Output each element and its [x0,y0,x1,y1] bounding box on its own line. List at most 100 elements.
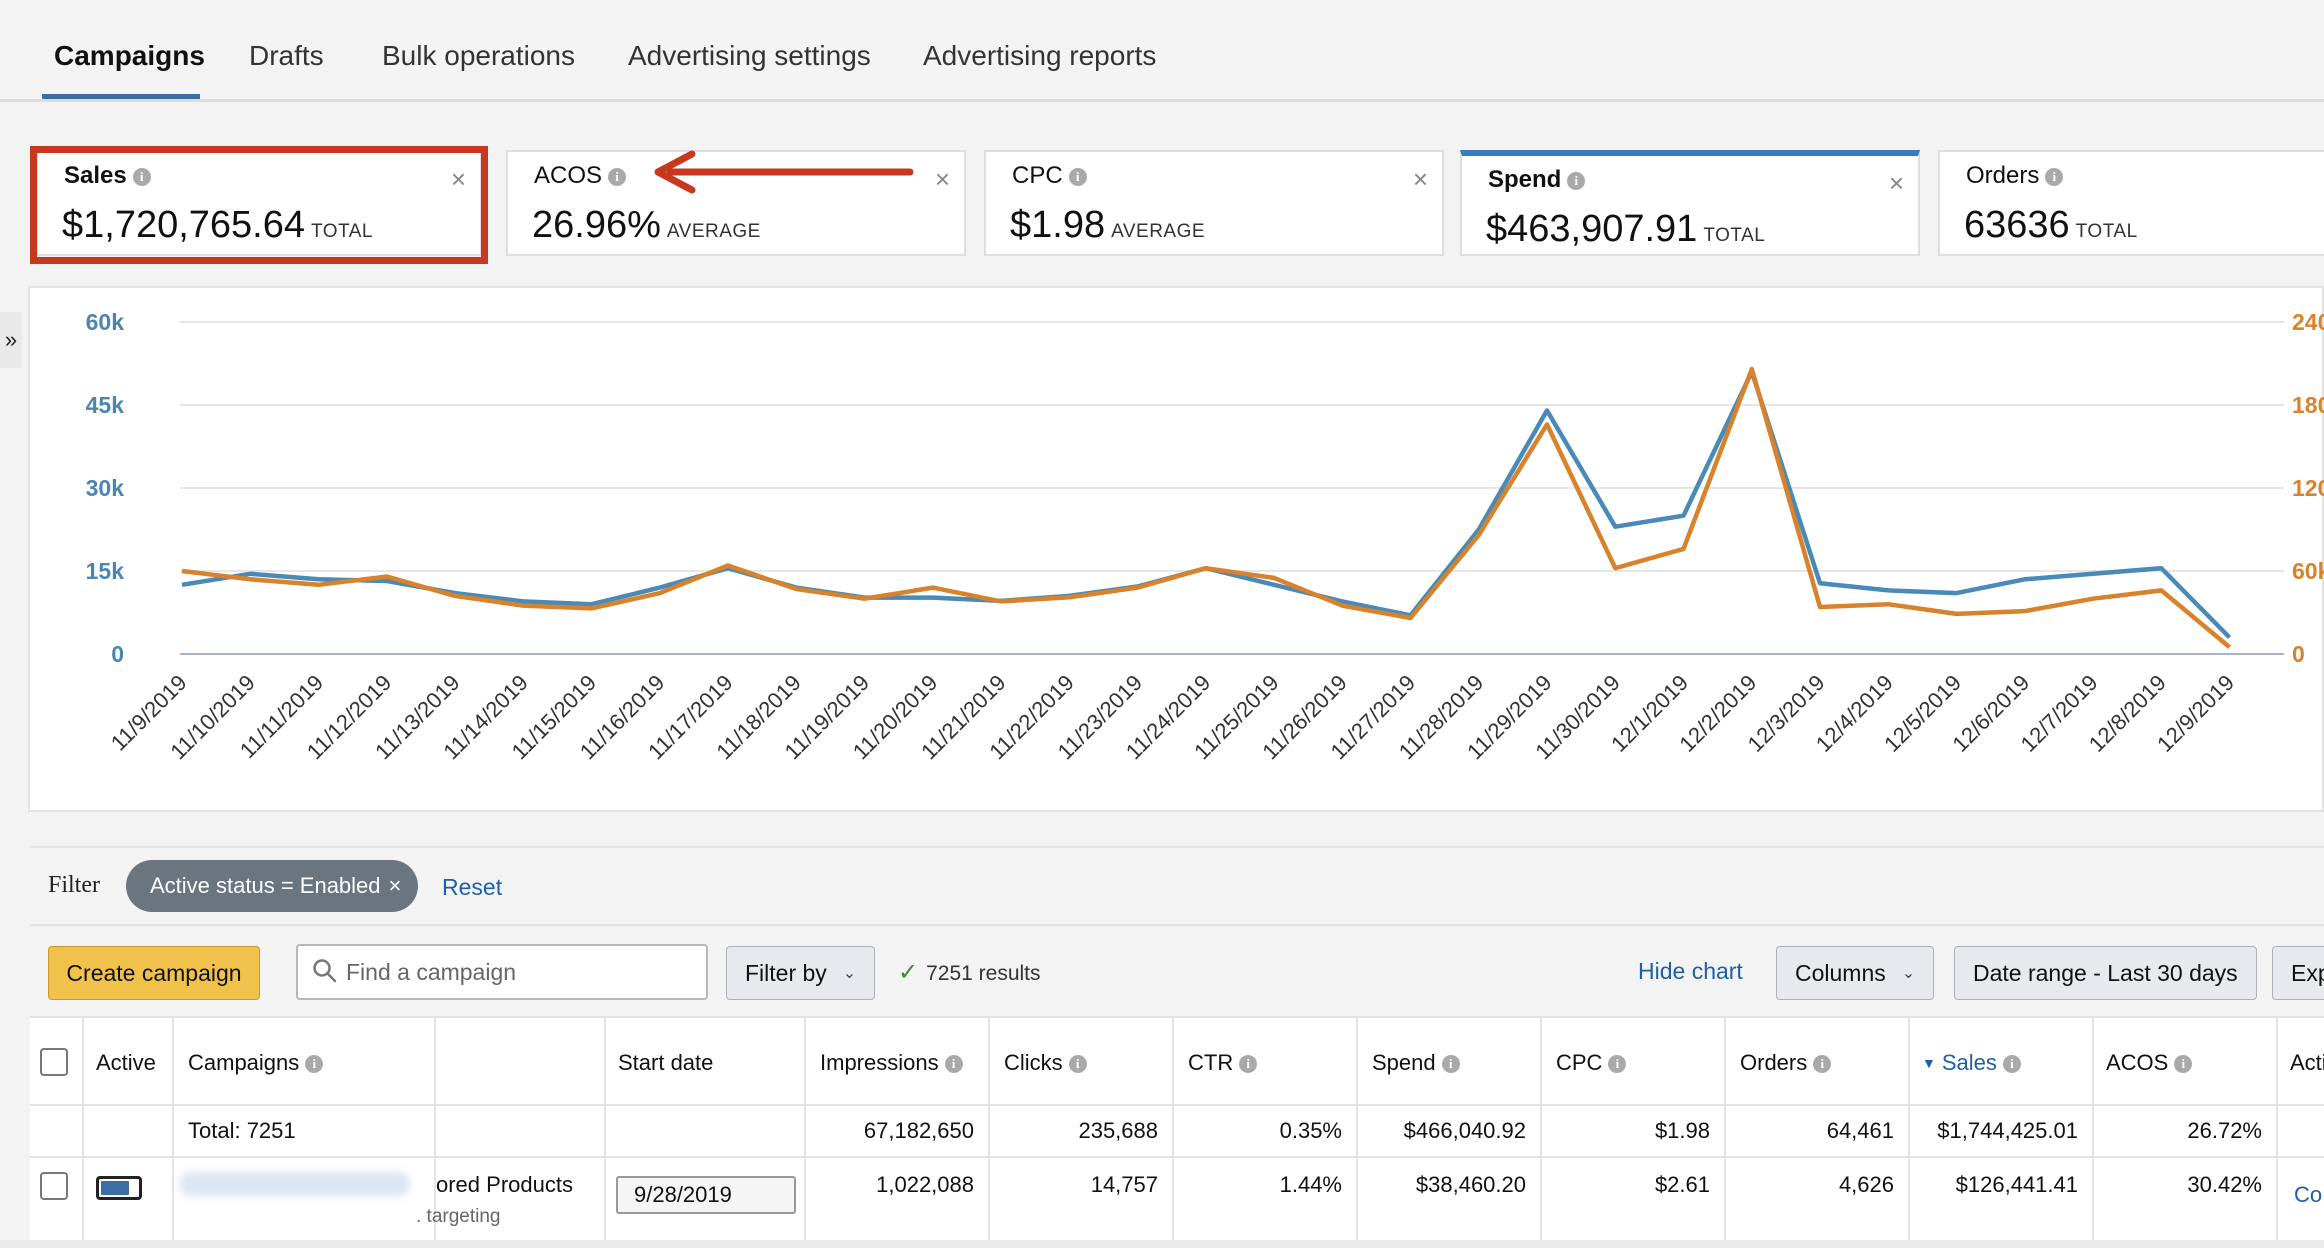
annotation-arrow [654,150,914,194]
total-ctr: 0.35% [1279,1118,1342,1143]
metric-label: CPC i [1012,162,1087,190]
y-right-tick-label: 240k [2292,309,2324,335]
metric-card-acos[interactable]: ACOS i × 26.96% AVERAGE [506,150,966,256]
column-divider [604,1018,606,1248]
metric-value: 63636 TOTAL [1964,204,2138,246]
total-orders: 64,461 [1826,1118,1894,1143]
start-date-field[interactable]: 9/28/2019 [616,1176,796,1214]
column-header-clicks[interactable]: Clicks i [1004,1050,1087,1076]
y-right-tick-label: 60k [2292,558,2324,584]
info-icon[interactable]: i [1068,1055,1087,1073]
line-chart-svg: 0015k60k30k120k45k180k60k240k11/9/201911… [86,309,2324,764]
annotation-highlight-box [30,146,488,264]
date-range-button[interactable]: Date range - Last 30 days [1954,946,2257,1000]
tab-bulk-operations[interactable]: Bulk operations [382,40,576,71]
info-icon[interactable]: i [132,168,151,186]
column-header-impressions[interactable]: Impressions i [820,1050,963,1076]
columns-dropdown[interactable]: Columns ⌄ [1776,946,1935,1000]
campaign-type: ored Products [436,1172,573,1197]
column-header-cpc[interactable]: CPC i [1556,1050,1627,1076]
row-checkbox[interactable] [40,1172,68,1200]
info-icon[interactable]: i [2002,1055,2021,1073]
search-input[interactable] [346,956,686,988]
y-right-tick-label: 0 [2292,641,2305,667]
column-header-spend[interactable]: Spend i [1372,1050,1460,1076]
export-button[interactable]: Exp [2272,946,2324,1000]
toggle-on-indicator [101,1181,129,1195]
metric-card-orders[interactable]: Orders i 63636 TOTAL [1938,150,2324,256]
campaign-targeting: . targeting [416,1206,501,1227]
total-clicks: 235,688 [1078,1118,1158,1143]
info-icon[interactable]: i [2174,1055,2193,1073]
row-orders: 4,626 [1838,1172,1894,1197]
info-icon[interactable]: i [2045,168,2064,186]
column-divider [1724,1018,1726,1248]
metric-value: $1,720,765.64 TOTAL [62,204,373,246]
bottom-edge [0,1240,2324,1248]
metric-label: Sales i [64,162,151,190]
column-header-campaigns[interactable]: Campaigns i [188,1050,324,1076]
row-ctr: 1.44% [1279,1172,1342,1197]
column-header-sales[interactable]: ▼ Sales i [1922,1050,2021,1076]
close-icon[interactable]: × [934,164,950,194]
close-icon[interactable]: × [1412,164,1428,194]
metric-card-spend[interactable]: Spend i × $463,907.91 TOTAL [1460,150,1920,256]
info-icon[interactable]: i [1567,172,1586,190]
close-icon[interactable]: × [1888,168,1904,198]
y-left-tick-label: 45k [86,392,125,418]
metric-value: $463,907.91 TOTAL [1486,208,1766,250]
info-icon[interactable]: i [1239,1055,1258,1073]
y-left-tick-label: 30k [86,475,125,501]
column-header-ctr[interactable]: CTR i [1188,1050,1258,1076]
results-count: ✓ 7251 results [898,959,1041,986]
create-campaign-button[interactable]: Create campaign [48,946,260,1000]
info-icon[interactable]: i [1441,1055,1460,1073]
column-header-start-date[interactable]: Start date [618,1050,714,1075]
filter-label: Filter [48,872,100,898]
tab-campaigns[interactable]: Campaigns [54,40,205,71]
metric-label: Spend i [1488,166,1586,194]
expand-sidebar-icon[interactable]: » [0,312,22,368]
tab-drafts[interactable]: Drafts [249,40,324,71]
column-divider [434,1018,436,1248]
info-icon[interactable]: i [1068,168,1087,186]
column-divider [804,1018,806,1248]
info-icon[interactable]: i [305,1055,324,1073]
metric-value: 26.96% AVERAGE [532,204,761,246]
column-header-actions[interactable]: Acti [2290,1050,2324,1075]
active-toggle[interactable] [96,1176,142,1200]
row-action-link[interactable]: Co [2294,1182,2323,1207]
info-icon[interactable]: i [608,168,627,186]
metric-card-sales[interactable]: Sales i × $1,720,765.64 TOTAL [36,150,482,256]
campaign-name-redacted[interactable] [180,1172,410,1196]
tab-advertising-reports[interactable]: Advertising reports [923,40,1157,71]
total-spend: $466,040.92 [1403,1118,1526,1143]
info-icon[interactable]: i [944,1055,963,1073]
total-sales: $1,744,425.01 [1937,1118,2078,1143]
close-icon[interactable]: × [450,164,466,194]
row-sales: $126,441.41 [1955,1172,2078,1197]
chevron-down-icon: ⌄ [1901,965,1916,982]
sort-descending-icon: ▼ [1922,1055,1936,1071]
column-header-orders[interactable]: Orders i [1740,1050,1832,1076]
row-divider [30,1104,2324,1106]
row-cpc: $2.61 [1654,1172,1710,1197]
column-header-acos[interactable]: ACOS i [2106,1050,2193,1076]
metric-card-cpc[interactable]: CPC i × $1.98 AVERAGE [984,150,1444,256]
row-spend: $38,460.20 [1415,1172,1526,1197]
row-divider [30,1156,2324,1158]
info-icon[interactable]: i [1608,1055,1627,1073]
info-icon[interactable]: i [1813,1055,1832,1073]
filter-by-dropdown[interactable]: Filter by ⌄ [726,946,876,1000]
filter-chip-active-status[interactable]: Active status = Enabled × [126,860,418,912]
metric-label: Orders i [1966,162,2064,190]
select-all-checkbox[interactable] [40,1048,68,1076]
column-header-active[interactable]: Active [96,1050,156,1075]
reset-filters-link[interactable]: Reset [442,874,503,900]
campaigns-table [30,1018,2324,1248]
remove-filter-icon[interactable]: × [388,873,402,898]
tab-advertising-settings[interactable]: Advertising settings [628,40,871,71]
hide-chart-link[interactable]: Hide chart [1638,958,1743,984]
y-right-tick-label: 180k [2292,392,2324,418]
total-acos: 26.72% [2187,1118,2262,1143]
